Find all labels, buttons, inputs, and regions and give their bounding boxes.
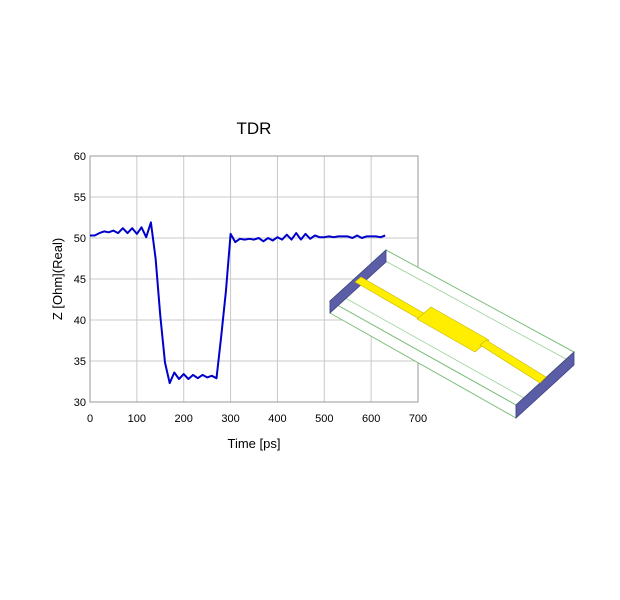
y-tick-label: 35 xyxy=(74,356,86,368)
y-tick-label: 60 xyxy=(74,151,86,163)
series-layer xyxy=(90,221,386,385)
x-tick-label: 100 xyxy=(128,413,146,425)
chart-title: TDR xyxy=(237,119,272,138)
y-tick-label: 40 xyxy=(74,315,86,327)
x-tick-label: 400 xyxy=(268,413,286,425)
substrate-inner-edge-2 xyxy=(377,256,567,360)
substrate-inner-edge-1 xyxy=(337,293,525,399)
x-tick-label: 700 xyxy=(409,413,427,425)
y-axis-ticks: 30 35 40 45 50 55 60 xyxy=(74,151,86,409)
x-axis-ticks: 0 100 200 300 400 500 600 700 xyxy=(87,413,427,425)
x-tick-label: 500 xyxy=(315,413,333,425)
y-tick-label: 50 xyxy=(74,233,86,245)
x-tick-label: 600 xyxy=(362,413,380,425)
x-tick-label: 0 xyxy=(87,413,93,425)
trace-wide-segment xyxy=(416,306,490,353)
y-tick-label: 55 xyxy=(74,192,86,204)
series-line-1 xyxy=(90,221,386,385)
y-tick-label: 45 xyxy=(74,274,86,286)
trace-output-segment xyxy=(479,339,547,384)
y-tick-label: 30 xyxy=(74,397,86,409)
y-axis-label: Z [Ohm](Real) xyxy=(50,238,65,320)
stripline-model-illustration xyxy=(329,249,575,419)
x-axis-label: Time [ps] xyxy=(228,436,281,451)
x-tick-label: 300 xyxy=(221,413,239,425)
substrate-right-end xyxy=(515,351,575,419)
x-tick-label: 200 xyxy=(175,413,193,425)
